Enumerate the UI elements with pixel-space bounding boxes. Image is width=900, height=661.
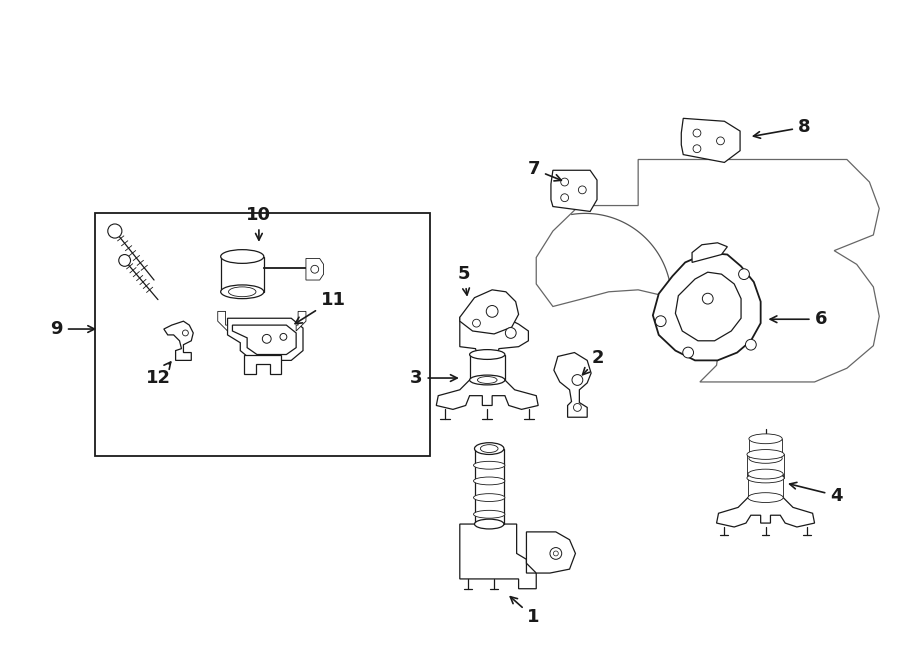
Circle shape bbox=[486, 305, 498, 317]
Ellipse shape bbox=[477, 377, 497, 383]
Ellipse shape bbox=[473, 494, 505, 502]
Text: 11: 11 bbox=[295, 291, 346, 324]
Ellipse shape bbox=[473, 477, 505, 485]
Circle shape bbox=[572, 375, 583, 385]
Circle shape bbox=[573, 403, 581, 411]
Polygon shape bbox=[675, 272, 741, 341]
Ellipse shape bbox=[474, 519, 504, 529]
Circle shape bbox=[683, 347, 694, 358]
Ellipse shape bbox=[481, 445, 498, 453]
Circle shape bbox=[119, 254, 130, 266]
Text: 1: 1 bbox=[510, 597, 539, 626]
Ellipse shape bbox=[220, 250, 264, 263]
Bar bbox=[95, 214, 430, 457]
Circle shape bbox=[693, 129, 701, 137]
Polygon shape bbox=[536, 159, 879, 382]
Circle shape bbox=[561, 194, 569, 202]
Ellipse shape bbox=[473, 510, 505, 518]
Ellipse shape bbox=[470, 350, 505, 360]
Polygon shape bbox=[526, 532, 575, 573]
Text: 6: 6 bbox=[770, 310, 827, 329]
Circle shape bbox=[550, 547, 562, 559]
Circle shape bbox=[655, 316, 666, 327]
Ellipse shape bbox=[748, 492, 783, 502]
Text: 3: 3 bbox=[410, 369, 457, 387]
Ellipse shape bbox=[229, 287, 256, 297]
Polygon shape bbox=[460, 290, 518, 334]
Bar bbox=[747, 455, 784, 478]
Polygon shape bbox=[460, 524, 536, 589]
Polygon shape bbox=[652, 253, 760, 360]
Circle shape bbox=[716, 137, 725, 145]
Text: 4: 4 bbox=[789, 483, 842, 504]
Polygon shape bbox=[551, 171, 597, 212]
Text: 9: 9 bbox=[50, 320, 94, 338]
Circle shape bbox=[579, 186, 586, 194]
Bar bbox=[748, 474, 783, 498]
Ellipse shape bbox=[220, 285, 264, 299]
Polygon shape bbox=[296, 311, 306, 331]
Circle shape bbox=[183, 330, 188, 336]
Text: 2: 2 bbox=[582, 350, 605, 375]
Bar bbox=[220, 256, 264, 292]
Polygon shape bbox=[164, 321, 194, 360]
Polygon shape bbox=[244, 354, 282, 374]
Text: 8: 8 bbox=[753, 118, 811, 138]
Polygon shape bbox=[232, 325, 296, 354]
Ellipse shape bbox=[749, 434, 782, 444]
Polygon shape bbox=[692, 243, 727, 262]
Ellipse shape bbox=[760, 436, 770, 442]
Ellipse shape bbox=[748, 469, 783, 479]
Ellipse shape bbox=[470, 375, 505, 385]
Circle shape bbox=[693, 145, 701, 153]
Circle shape bbox=[310, 265, 319, 273]
Bar bbox=[470, 354, 505, 380]
Circle shape bbox=[108, 224, 122, 238]
Ellipse shape bbox=[474, 443, 504, 455]
Circle shape bbox=[561, 178, 569, 186]
Text: 7: 7 bbox=[527, 160, 562, 181]
Text: 10: 10 bbox=[247, 206, 272, 240]
Bar bbox=[474, 449, 504, 524]
Circle shape bbox=[506, 328, 517, 338]
Polygon shape bbox=[681, 118, 740, 163]
Text: 5: 5 bbox=[458, 265, 471, 295]
Circle shape bbox=[262, 334, 271, 343]
Polygon shape bbox=[218, 311, 228, 331]
Circle shape bbox=[554, 551, 558, 556]
Circle shape bbox=[739, 269, 750, 280]
Polygon shape bbox=[228, 318, 303, 360]
Text: 12: 12 bbox=[146, 362, 171, 387]
Polygon shape bbox=[436, 380, 538, 409]
Ellipse shape bbox=[473, 461, 505, 469]
Bar bbox=[749, 439, 782, 458]
Circle shape bbox=[702, 293, 713, 304]
Circle shape bbox=[280, 333, 287, 340]
Circle shape bbox=[472, 319, 481, 327]
Polygon shape bbox=[554, 352, 591, 417]
Polygon shape bbox=[306, 258, 324, 280]
Ellipse shape bbox=[747, 473, 784, 483]
Polygon shape bbox=[460, 317, 528, 354]
Ellipse shape bbox=[749, 453, 782, 463]
Circle shape bbox=[745, 339, 756, 350]
Ellipse shape bbox=[747, 449, 784, 459]
Polygon shape bbox=[716, 498, 815, 527]
